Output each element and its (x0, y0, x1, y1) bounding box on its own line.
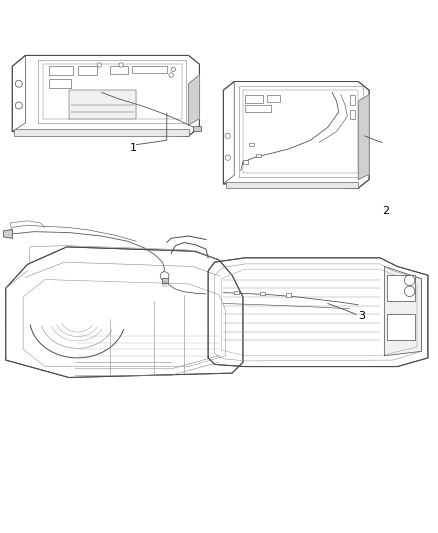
Circle shape (15, 102, 22, 109)
Text: 1: 1 (130, 143, 137, 152)
Bar (260, 292, 265, 295)
Circle shape (119, 63, 123, 67)
Polygon shape (69, 90, 136, 118)
Bar (110, 66, 127, 74)
Polygon shape (12, 55, 199, 136)
Circle shape (169, 73, 173, 77)
Circle shape (404, 286, 415, 296)
Polygon shape (6, 247, 243, 377)
Bar (249, 143, 254, 147)
Polygon shape (226, 182, 358, 188)
Polygon shape (223, 82, 369, 188)
Polygon shape (208, 258, 428, 367)
Circle shape (171, 67, 176, 71)
Bar (255, 154, 261, 157)
Bar (267, 95, 280, 102)
Bar (245, 95, 262, 103)
Circle shape (97, 63, 102, 67)
Polygon shape (4, 230, 12, 238)
Bar (350, 94, 355, 106)
Text: 2: 2 (382, 206, 389, 216)
Bar (49, 79, 71, 88)
Bar (132, 66, 167, 73)
Circle shape (160, 272, 169, 280)
Text: 3: 3 (358, 311, 365, 321)
Circle shape (225, 133, 230, 139)
Circle shape (15, 80, 22, 87)
Bar (286, 293, 291, 296)
Bar (234, 291, 239, 294)
Polygon shape (188, 75, 199, 125)
Bar (243, 160, 248, 164)
Bar (387, 314, 415, 341)
Polygon shape (385, 266, 421, 356)
Bar (245, 106, 271, 112)
Bar (350, 110, 355, 118)
Bar (387, 275, 415, 301)
Bar (78, 66, 97, 75)
Bar (162, 278, 168, 283)
Bar (49, 66, 73, 75)
Polygon shape (14, 130, 188, 136)
Polygon shape (358, 94, 369, 180)
Circle shape (225, 155, 230, 160)
Bar (193, 126, 201, 131)
Circle shape (404, 275, 415, 286)
